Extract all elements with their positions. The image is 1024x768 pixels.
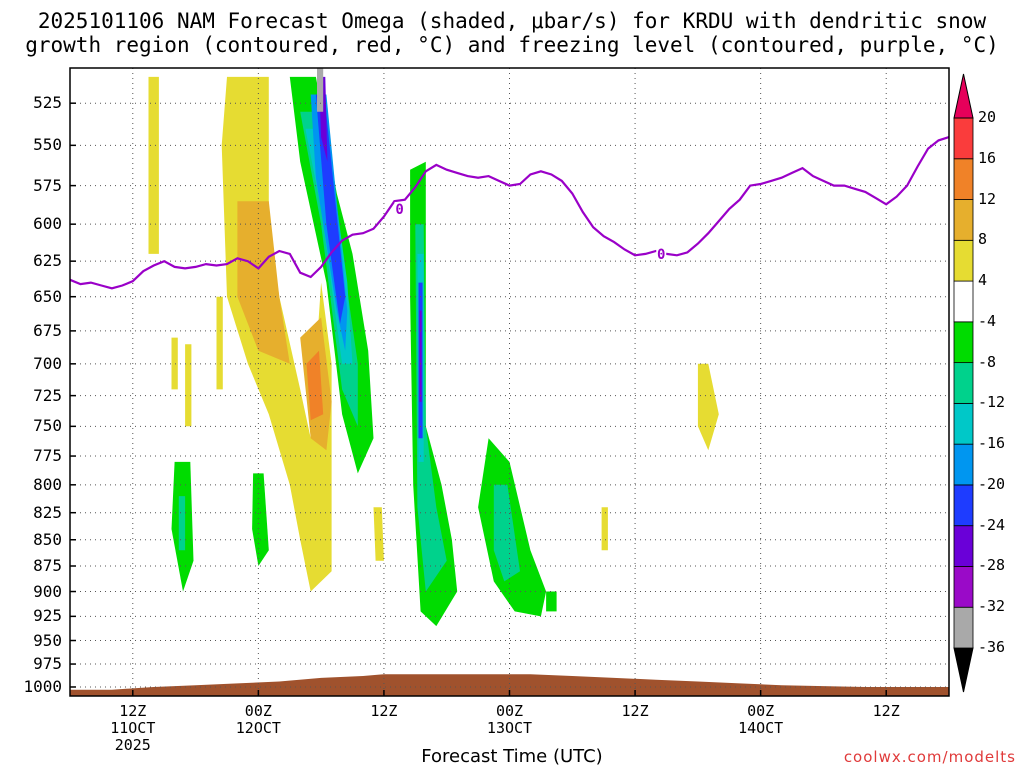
x-tick-label-line1: 00Z: [495, 702, 524, 720]
omega-area-20: [493, 484, 520, 582]
y-tick-label: 550: [33, 135, 62, 155]
x-tick-label-line1: 12Z: [872, 702, 900, 720]
omega-area-2: [185, 344, 192, 427]
x-tick-label-line1: 00Z: [747, 702, 775, 720]
omega-area-11: [315, 94, 346, 325]
omega-area-24: [697, 363, 719, 451]
colorbar-label: 12: [978, 189, 997, 208]
terrain: [70, 674, 949, 696]
colorbar-label: -28: [978, 556, 1006, 575]
colorbar-segment-7: [953, 321, 974, 364]
credit-link[interactable]: coolwx.com/modelts: [843, 748, 1016, 766]
y-tick-label: 575: [33, 175, 62, 195]
x-tick-label-line3: 2025: [114, 736, 151, 754]
omega-area-21: [546, 591, 557, 612]
colorbar-bottom-arrow: [953, 647, 974, 693]
omega-area-27: [252, 473, 269, 566]
y-tick-label: 800: [33, 474, 62, 494]
colorbar-label: 8: [978, 230, 988, 249]
freeze-label-bg-0: [394, 201, 405, 215]
y-tick-label: 850: [33, 529, 62, 549]
colorbar-segment-3: [953, 484, 974, 527]
y-tick-label: 775: [33, 446, 62, 466]
y-tick-label: 725: [33, 385, 62, 405]
colorbar-label: 16: [978, 148, 997, 167]
colorbar-segment-4: [953, 443, 974, 486]
colorbar-segment-2: [953, 525, 974, 567]
freeze-label-bg-1: [656, 246, 667, 260]
omega-area-4: [237, 201, 290, 364]
y-tick-label: 950: [33, 630, 62, 650]
y-tick-label: 525: [33, 93, 62, 113]
colorbar-label: 4: [978, 271, 988, 290]
colorbar-label: -12: [978, 393, 1006, 412]
omega-area-22: [373, 507, 384, 561]
y-tick-label: 600: [33, 214, 62, 234]
freezing-level-line: [69, 136, 950, 290]
y-tick-label: 675: [33, 320, 62, 340]
colorbar-top-arrow: [953, 73, 974, 119]
freezing-level-label-1: 0: [657, 247, 665, 263]
colorbar-segment-0: [953, 606, 974, 649]
colorbar-label: -36: [978, 638, 1006, 656]
y-tick-label: 900: [33, 581, 62, 601]
colorbar-segment-9: [953, 239, 974, 282]
colorbar-label: -16: [978, 434, 1006, 453]
omega-area-6: [306, 350, 324, 421]
colorbar-segment-6: [953, 362, 974, 404]
axis-ticks: [70, 102, 887, 696]
chart-title-line1: 2025101106 NAM Forecast Omega (shaded, μ…: [37, 9, 987, 33]
x-tick-label-line2: 13OCT: [486, 719, 533, 737]
colorbar-segment-11: [953, 158, 974, 200]
x-tick-label-line1: 12Z: [119, 702, 147, 720]
colorbar-segment-10: [953, 199, 974, 241]
x-axis-title: Forecast Time (UTC): [421, 746, 603, 767]
omega-area-18: [419, 310, 422, 402]
colorbar-label: -32: [978, 597, 1006, 616]
y-tick-label: 875: [33, 556, 62, 575]
freezing-level-contour: 00: [69, 136, 950, 290]
y-tick-label: 700: [33, 353, 62, 373]
colorbar-label: -20: [978, 474, 1006, 493]
x-tick-label-line1: 12Z: [621, 702, 649, 720]
colorbar-label: -24: [978, 515, 1006, 534]
x-tick-label-line1: 12Z: [370, 702, 398, 720]
chart-title-line2: growth region (contoured, red, °C) and f…: [25, 33, 999, 57]
y-tick-label: 650: [33, 286, 62, 306]
omega-area-28: [216, 296, 223, 390]
freezing-level-label-0: 0: [395, 202, 403, 218]
y-tick-label: 1000: [23, 676, 62, 696]
omega-area-26: [178, 496, 186, 551]
y-tick-label: 750: [33, 416, 62, 436]
colorbar-label: -4: [978, 311, 997, 330]
x-tick-label-line1: 00Z: [244, 702, 272, 720]
terrain-fill: [70, 674, 949, 696]
colorbar-label: 20: [978, 108, 997, 126]
colorbar-segment-1: [953, 566, 974, 608]
y-tick-label: 925: [33, 606, 62, 626]
omega-area-23: [601, 507, 608, 551]
omega-area-13: [317, 68, 324, 112]
colorbar-segment-8: [953, 280, 974, 323]
y-tick-label: 975: [33, 654, 62, 674]
colorbar-segment-12: [953, 117, 974, 160]
omega-shading: [148, 68, 719, 627]
colorbar: [953, 73, 974, 693]
x-tick-label-line2: 12OCT: [235, 719, 281, 737]
y-tick-label: 625: [33, 251, 62, 271]
colorbar-label: -8: [978, 352, 997, 371]
omega-area-1: [171, 337, 178, 390]
colorbar-segment-5: [953, 402, 974, 445]
x-tick-label-line2: 11OCT: [110, 719, 156, 737]
omega-area-0: [148, 76, 159, 254]
y-tick-label: 825: [33, 502, 62, 522]
x-tick-label-line2: 14OCT: [738, 719, 784, 737]
